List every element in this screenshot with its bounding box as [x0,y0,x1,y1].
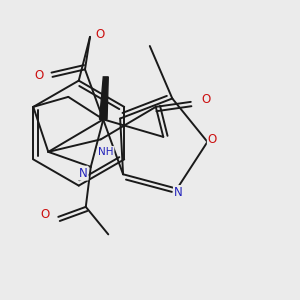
Text: NH: NH [98,147,113,157]
Text: O: O [95,28,105,41]
Text: N: N [79,167,88,180]
Text: O: O [201,93,210,106]
Text: O: O [40,208,49,221]
Polygon shape [100,77,108,119]
Text: O: O [208,133,217,146]
Text: N: N [174,186,183,199]
Text: O: O [34,69,44,82]
